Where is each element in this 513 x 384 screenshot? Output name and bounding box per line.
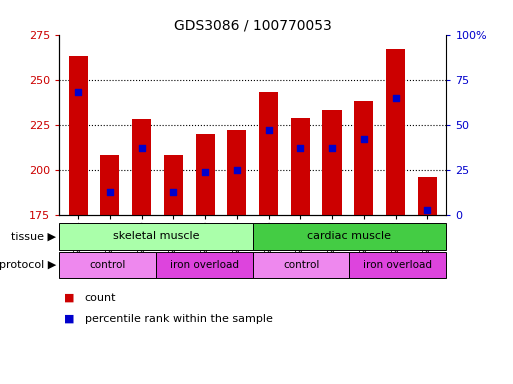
Title: GDS3086 / 100770053: GDS3086 / 100770053 xyxy=(174,18,331,32)
Point xyxy=(137,145,146,151)
Point xyxy=(106,189,114,195)
Bar xyxy=(100,156,120,215)
Bar xyxy=(259,92,278,215)
Point xyxy=(296,145,304,151)
Bar xyxy=(69,56,88,215)
Text: control: control xyxy=(283,260,319,270)
Bar xyxy=(156,252,252,278)
Bar xyxy=(164,156,183,215)
Bar xyxy=(252,223,446,250)
Bar xyxy=(323,110,342,215)
Bar xyxy=(354,101,373,215)
Text: tissue ▶: tissue ▶ xyxy=(11,231,56,241)
Point xyxy=(74,89,82,95)
Point xyxy=(328,145,336,151)
Text: count: count xyxy=(85,293,116,303)
Text: percentile rank within the sample: percentile rank within the sample xyxy=(85,314,272,324)
Point xyxy=(201,169,209,175)
Text: iron overload: iron overload xyxy=(170,260,239,270)
Point xyxy=(233,167,241,173)
Point xyxy=(360,136,368,142)
Text: protocol ▶: protocol ▶ xyxy=(0,260,56,270)
Bar xyxy=(252,252,349,278)
Point xyxy=(423,207,431,213)
Bar xyxy=(386,49,405,215)
Point xyxy=(391,95,400,101)
Text: iron overload: iron overload xyxy=(363,260,432,270)
Text: cardiac muscle: cardiac muscle xyxy=(307,231,391,241)
Text: ■: ■ xyxy=(64,293,74,303)
Bar xyxy=(227,130,246,215)
Bar xyxy=(349,252,446,278)
Text: control: control xyxy=(89,260,126,270)
Bar xyxy=(59,223,252,250)
Point xyxy=(264,127,272,133)
Bar xyxy=(59,252,156,278)
Point xyxy=(169,189,177,195)
Bar xyxy=(132,119,151,215)
Bar xyxy=(418,177,437,215)
Text: ■: ■ xyxy=(64,314,74,324)
Text: skeletal muscle: skeletal muscle xyxy=(112,231,199,241)
Bar xyxy=(291,118,310,215)
Bar xyxy=(195,134,214,215)
